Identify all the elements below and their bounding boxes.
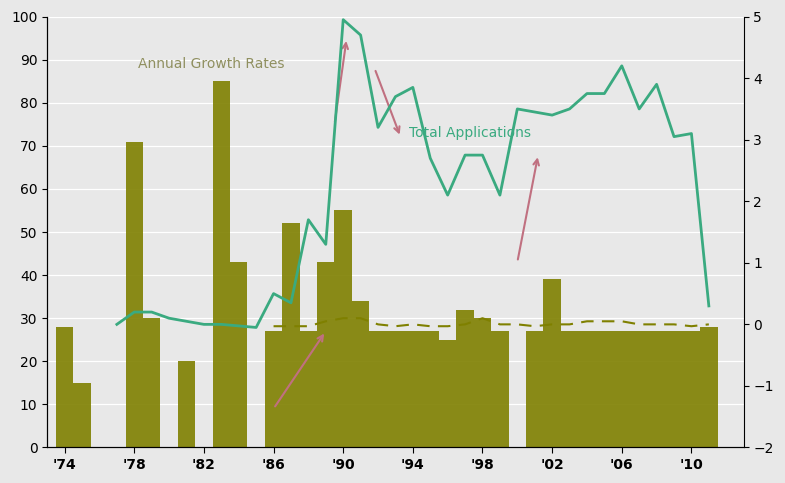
- Bar: [300, 331, 317, 447]
- Bar: [265, 331, 283, 447]
- Bar: [369, 331, 387, 447]
- Bar: [422, 331, 439, 447]
- Bar: [213, 81, 230, 447]
- Bar: [230, 262, 247, 447]
- Bar: [666, 331, 683, 447]
- Bar: [387, 331, 404, 447]
- Bar: [630, 331, 648, 447]
- Bar: [474, 318, 491, 447]
- Bar: [648, 331, 666, 447]
- Bar: [683, 331, 700, 447]
- Bar: [456, 310, 474, 447]
- Bar: [56, 327, 73, 447]
- Bar: [543, 280, 560, 447]
- Bar: [613, 331, 630, 447]
- Bar: [404, 331, 422, 447]
- Bar: [491, 331, 509, 447]
- Bar: [526, 331, 543, 447]
- Text: Annual Growth Rates: Annual Growth Rates: [137, 57, 284, 71]
- Bar: [73, 383, 91, 447]
- Bar: [334, 211, 352, 447]
- Bar: [596, 331, 613, 447]
- Bar: [177, 361, 195, 447]
- Bar: [126, 142, 143, 447]
- Bar: [560, 331, 579, 447]
- Bar: [700, 327, 717, 447]
- Bar: [143, 318, 160, 447]
- Bar: [352, 301, 369, 447]
- Bar: [317, 262, 334, 447]
- Bar: [439, 340, 456, 447]
- Text: Total Applications: Total Applications: [409, 126, 531, 140]
- Bar: [283, 224, 300, 447]
- Bar: [579, 331, 596, 447]
